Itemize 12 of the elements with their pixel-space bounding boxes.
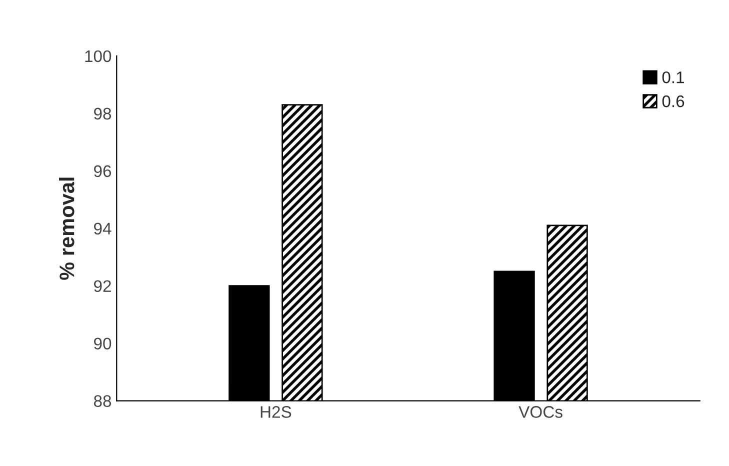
y-tick-label: 100 — [85, 50, 112, 62]
y-tick-label: 94 — [94, 222, 112, 235]
legend-label: 0.6 — [662, 95, 684, 108]
y-axis-title: % removal — [59, 178, 74, 280]
y-tick-label: 90 — [94, 338, 112, 350]
y-tick-label: 98 — [94, 108, 112, 120]
y-tick-label: 88 — [94, 395, 112, 407]
x-tick-label: VOCs — [518, 406, 562, 418]
y-tick-label: 92 — [94, 280, 111, 292]
y-tick-label: 96 — [94, 165, 112, 178]
legend-label: 0.1 — [662, 71, 684, 84]
x-tick-label: H2S — [260, 406, 292, 418]
